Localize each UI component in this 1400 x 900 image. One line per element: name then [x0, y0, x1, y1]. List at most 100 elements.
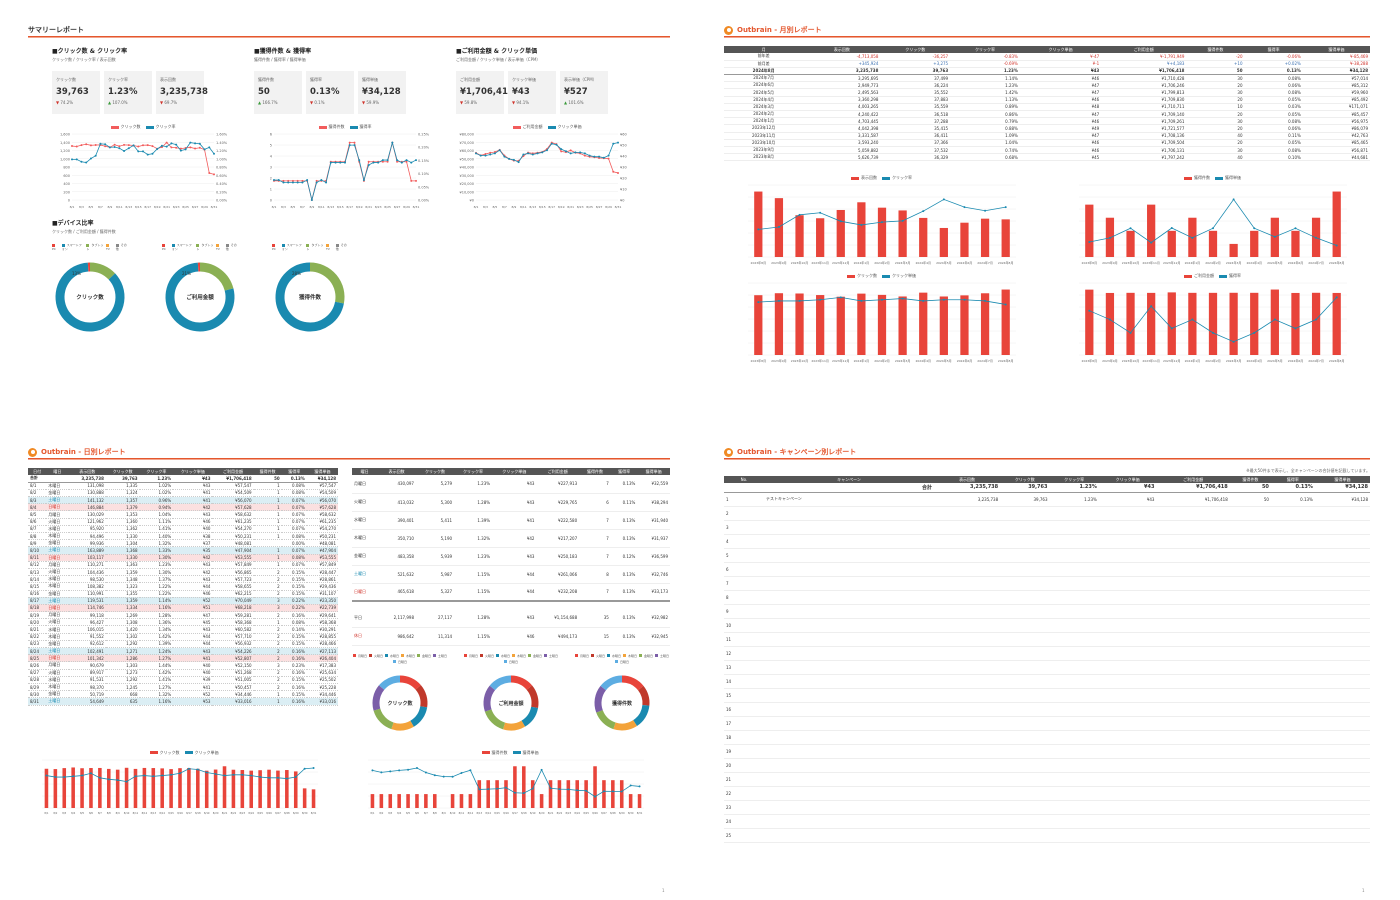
x-tick-label: 8/15: [539, 205, 546, 209]
table-cell: ¥85,492: [1351, 97, 1368, 103]
table-cell: [1050, 716, 1099, 730]
table-cell: 2024年7月: [753, 75, 774, 81]
data-point: [391, 141, 394, 144]
y2-tick-label: 0.00%: [216, 199, 228, 203]
table-cell: 3: [253, 597, 282, 605]
kpi-change: 59.8%: [464, 100, 478, 105]
table-header-row: 月表示回数 クリック数 クリック率 クリック単価 ご利用金額 獲得件数 獲得率 獲得単価: [724, 46, 1370, 53]
table-cell: [934, 772, 1000, 786]
data-point: [104, 143, 107, 146]
y2-tick-label: 1.20%: [216, 149, 228, 153]
bar: [178, 767, 182, 808]
table-cell: 27,117: [438, 615, 453, 621]
legend-item: PC: [272, 243, 280, 251]
x-tick-label: 2024年5月: [1267, 260, 1283, 265]
bar: [115, 769, 120, 808]
table-cell: [1315, 562, 1370, 576]
bar: [593, 765, 597, 808]
data-point: [451, 775, 454, 778]
table-cell: 1,302: [126, 634, 138, 640]
x-tick-label: 8/25: [583, 811, 589, 815]
bar: [898, 210, 907, 258]
bar: [432, 793, 437, 808]
table-cell: 8/23: [30, 641, 39, 647]
table-cell: 0.16%: [281, 654, 307, 662]
data-point: [593, 155, 596, 158]
table-cell: [1156, 646, 1229, 660]
legend-item: 水曜日: [495, 654, 510, 658]
table-row: 21: [724, 772, 1370, 786]
table-cell: [1271, 646, 1315, 660]
x-tick-label: 8/30: [628, 811, 634, 815]
x-tick-label: 8/9: [116, 811, 120, 815]
x-tick-label: 8/30: [302, 811, 308, 815]
table-cell: [1315, 814, 1370, 828]
data-point: [508, 157, 511, 160]
table-cell: ¥42: [526, 535, 535, 541]
table-cell: 91,552: [89, 634, 104, 640]
table-cell: 1: [277, 512, 280, 518]
data-point: [1088, 241, 1091, 244]
data-point: [594, 795, 597, 798]
data-point: [386, 160, 389, 163]
table-cell: [1230, 716, 1271, 730]
x-tick-label: 8/7: [300, 205, 305, 209]
table-cell: +345,924: [858, 61, 879, 67]
x-tick-label: 8/13: [529, 205, 536, 209]
table-cell: ¥1,709,140: [1161, 111, 1185, 117]
table-cell: ¥33,016: [306, 697, 338, 705]
x-tick-label: 8/13: [150, 811, 156, 815]
data-point: [881, 221, 883, 224]
table-cell: 1: [277, 691, 280, 697]
data-point: [285, 777, 288, 780]
bar: [106, 768, 111, 808]
table-cell: 1,360: [126, 519, 138, 525]
table-cell: [1315, 604, 1370, 618]
bar: [939, 228, 948, 258]
x-tick-label: 2024年2月: [1205, 260, 1221, 265]
donut-slice: [55, 262, 125, 332]
data-point: [377, 161, 380, 164]
summary-line-chart: ¥80,000¥70,000¥60,000¥50,000¥40,000¥30,0…: [460, 133, 627, 210]
table-cell: ¥54,509: [235, 490, 252, 496]
table-cell: [1050, 800, 1099, 814]
x-tick-label: 2023年12月: [1163, 260, 1180, 265]
combo-chart: 2023年8月 2023年9月 2023年10月 2023年11月 2023年12月 20…: [1079, 283, 1347, 363]
table-cell: 54,649: [68, 697, 106, 705]
arrow-down-icon: ▼: [160, 100, 165, 105]
table-cell: 0.06%: [1288, 125, 1301, 131]
table-cell: ¥-1: [1092, 61, 1100, 67]
table-cell: [1315, 646, 1370, 660]
table-cell: ¥47: [1091, 82, 1100, 88]
kpi-value: ¥34,128: [362, 87, 401, 97]
legend-item: 獲得件数: [318, 124, 345, 130]
table-cell: ¥-47: [1090, 53, 1100, 59]
table-row: 水曜日 390,401 5,411 1.39% ¥41 ¥222,580 7 0.13% ¥31…: [352, 511, 670, 529]
kpi-change: 101.6%: [568, 100, 584, 105]
table-cell: [46, 475, 69, 483]
table-cell: 1,359: [105, 597, 140, 605]
table-cell: 50: [1186, 67, 1245, 76]
table-cell: 390,401: [397, 517, 414, 523]
data-point: [484, 154, 487, 157]
table-row: 8/11 日曜日 103,117 1,330 1.30% ¥42 ¥53,555 1 0.08%…: [28, 554, 338, 562]
table-cell: 36,329: [934, 154, 949, 160]
x-tick-label: 2024年8月: [1329, 358, 1345, 363]
data-point: [620, 790, 623, 793]
data-point: [85, 161, 88, 164]
bar: [898, 296, 907, 356]
data-point: [75, 158, 78, 161]
table-cell: 1.04%: [158, 512, 172, 518]
table-cell: 1.23%: [477, 553, 491, 559]
table-cell: ¥43: [526, 481, 535, 487]
table-cell: ¥44: [202, 641, 211, 647]
kpi-label: 表示回数: [160, 77, 176, 82]
table-cell: [1230, 562, 1271, 576]
data-point: [146, 144, 149, 147]
table-cell: ¥58,368: [235, 619, 252, 625]
x-tick-label: 8/31: [637, 811, 643, 815]
table-cell: 2: [253, 647, 282, 655]
table-row: 8/21 水曜日 106,015 1,420 1.34% ¥43 ¥60,582 2 0.14%…: [28, 626, 338, 634]
column-header: クリック単価: [173, 468, 213, 475]
legend-item: 獲得率: [1219, 273, 1241, 279]
